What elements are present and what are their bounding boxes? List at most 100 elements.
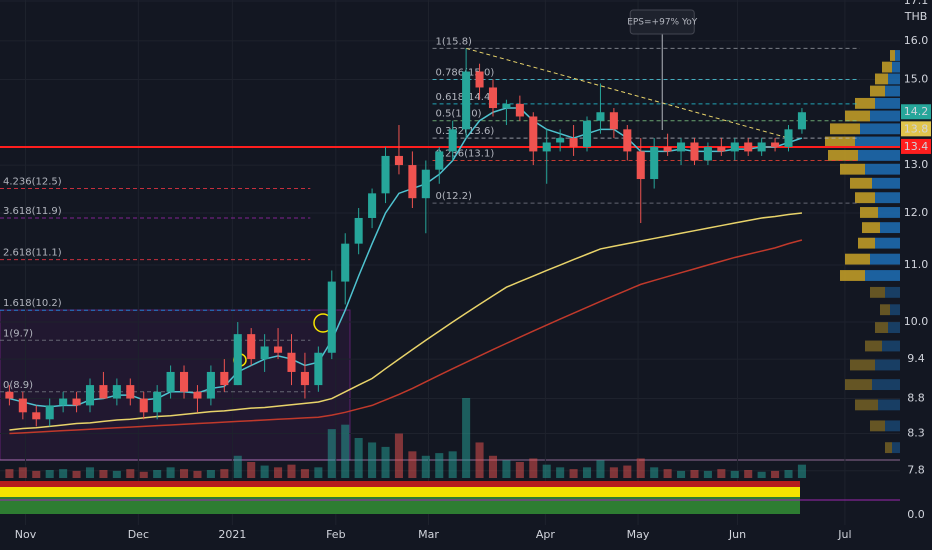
volume-bar <box>569 469 578 478</box>
moving-average <box>9 239 803 435</box>
x-tick-label: Jun <box>728 528 746 541</box>
volume-bar <box>757 471 766 478</box>
candle-body <box>274 346 283 353</box>
volume-bar <box>730 470 739 478</box>
volume-profile-bar <box>858 150 900 161</box>
volume-profile-bar <box>850 177 872 189</box>
volume-profile-bar <box>892 61 900 73</box>
volume-bar <box>368 442 377 478</box>
volume-bar <box>408 451 417 478</box>
volume-profile-bar <box>885 286 900 298</box>
candle-body <box>260 346 269 360</box>
candle-body <box>730 142 739 152</box>
fib-label: 0.382(13.6) <box>436 126 495 137</box>
candle-body <box>180 371 189 392</box>
candle-body <box>354 217 363 244</box>
candle-body <box>314 352 323 386</box>
y-tick-label: 15.0 <box>904 72 929 85</box>
volume-bar <box>502 460 511 478</box>
candle-body <box>32 412 41 420</box>
indicator-band <box>0 481 800 487</box>
volume-profile-bar <box>880 304 890 316</box>
volume-profile-bar <box>875 359 900 371</box>
volume-bar <box>529 458 538 478</box>
candle-body <box>582 120 592 147</box>
volume-bar <box>771 470 780 478</box>
volume-bar <box>126 469 135 478</box>
indicator-pane <box>0 481 900 514</box>
indicator-band <box>0 487 800 497</box>
candle-body <box>300 371 309 386</box>
volume-bar <box>99 470 108 478</box>
candle-body <box>233 334 242 386</box>
volume-bar <box>341 424 350 478</box>
volume-bar <box>797 464 806 478</box>
volume-bar <box>596 460 605 478</box>
y-tick-label: 10.0 <box>904 315 929 328</box>
candle-body <box>542 142 551 152</box>
volume-bar <box>153 470 162 478</box>
fib-label: 1(9.7) <box>3 328 33 339</box>
y-tick-label: 8.8 <box>907 392 925 405</box>
x-tick-label: 2021 <box>218 528 246 541</box>
y-tick-label: 17.1 <box>904 0 929 7</box>
fib-label: 2.618(11.1) <box>3 248 62 259</box>
y-tick-label: 8.3 <box>907 427 925 440</box>
volume-profile-bar <box>875 73 888 85</box>
candle-body <box>421 169 430 199</box>
volume-bar <box>650 467 659 478</box>
fib-label: 1.618(10.2) <box>3 298 62 309</box>
fib-label: 0.5(14.0) <box>436 109 482 120</box>
price-axis <box>900 0 932 550</box>
volume-profile-bar <box>828 150 858 161</box>
volume-profile-bar <box>880 222 900 234</box>
volume-profile-bar <box>878 399 900 411</box>
fib-label: 3.618(11.9) <box>3 206 62 217</box>
volume-bar <box>72 470 81 478</box>
volume-profile-bar <box>845 110 870 122</box>
candle-body <box>744 142 753 152</box>
volume-profile-bar <box>890 50 895 61</box>
volume-bar <box>180 469 189 478</box>
y-tick-label: 9.4 <box>907 352 925 365</box>
volume-bar <box>394 433 403 478</box>
volume-bar <box>677 470 686 478</box>
volume-bar <box>435 453 444 478</box>
moving-average <box>9 212 803 431</box>
volume-bar <box>609 467 618 478</box>
candle-body <box>99 385 108 399</box>
volume-profile-bar <box>885 85 900 97</box>
candle-body <box>394 155 403 166</box>
volume-profile-bar <box>885 420 900 432</box>
volume-bar <box>542 464 551 478</box>
volume-profile-bar <box>870 110 900 122</box>
candle-body <box>797 112 806 130</box>
volume-profile-bar <box>878 207 900 218</box>
volume-bar <box>636 458 645 478</box>
candle-body <box>717 146 726 152</box>
candle-body <box>650 146 659 180</box>
volume-bar <box>166 467 175 478</box>
x-tick-label: Feb <box>326 528 345 541</box>
volume-bar <box>556 467 565 478</box>
volume-profile-bar <box>865 163 900 175</box>
candle-body <box>596 112 605 121</box>
price-marker <box>901 121 931 137</box>
fib-label: 4.236(12.5) <box>3 177 62 188</box>
volume-profile-bar <box>895 50 900 61</box>
volume-profile-bar <box>882 61 892 73</box>
candle-body <box>771 142 780 147</box>
volume-profile-bar <box>862 222 880 234</box>
fib-label: 0(12.2) <box>436 191 473 202</box>
candle-body <box>677 142 686 152</box>
volume-bar <box>139 471 148 478</box>
candle-body <box>556 138 565 143</box>
volume-bar <box>448 451 457 478</box>
indicator-band <box>0 497 800 514</box>
volume-bar <box>260 465 269 478</box>
candle-body <box>462 71 471 130</box>
volume-bar <box>5 469 14 478</box>
x-tick-label: Mar <box>418 528 439 541</box>
volume-profile-bar <box>888 322 900 333</box>
x-tick-label: Nov <box>15 528 37 541</box>
